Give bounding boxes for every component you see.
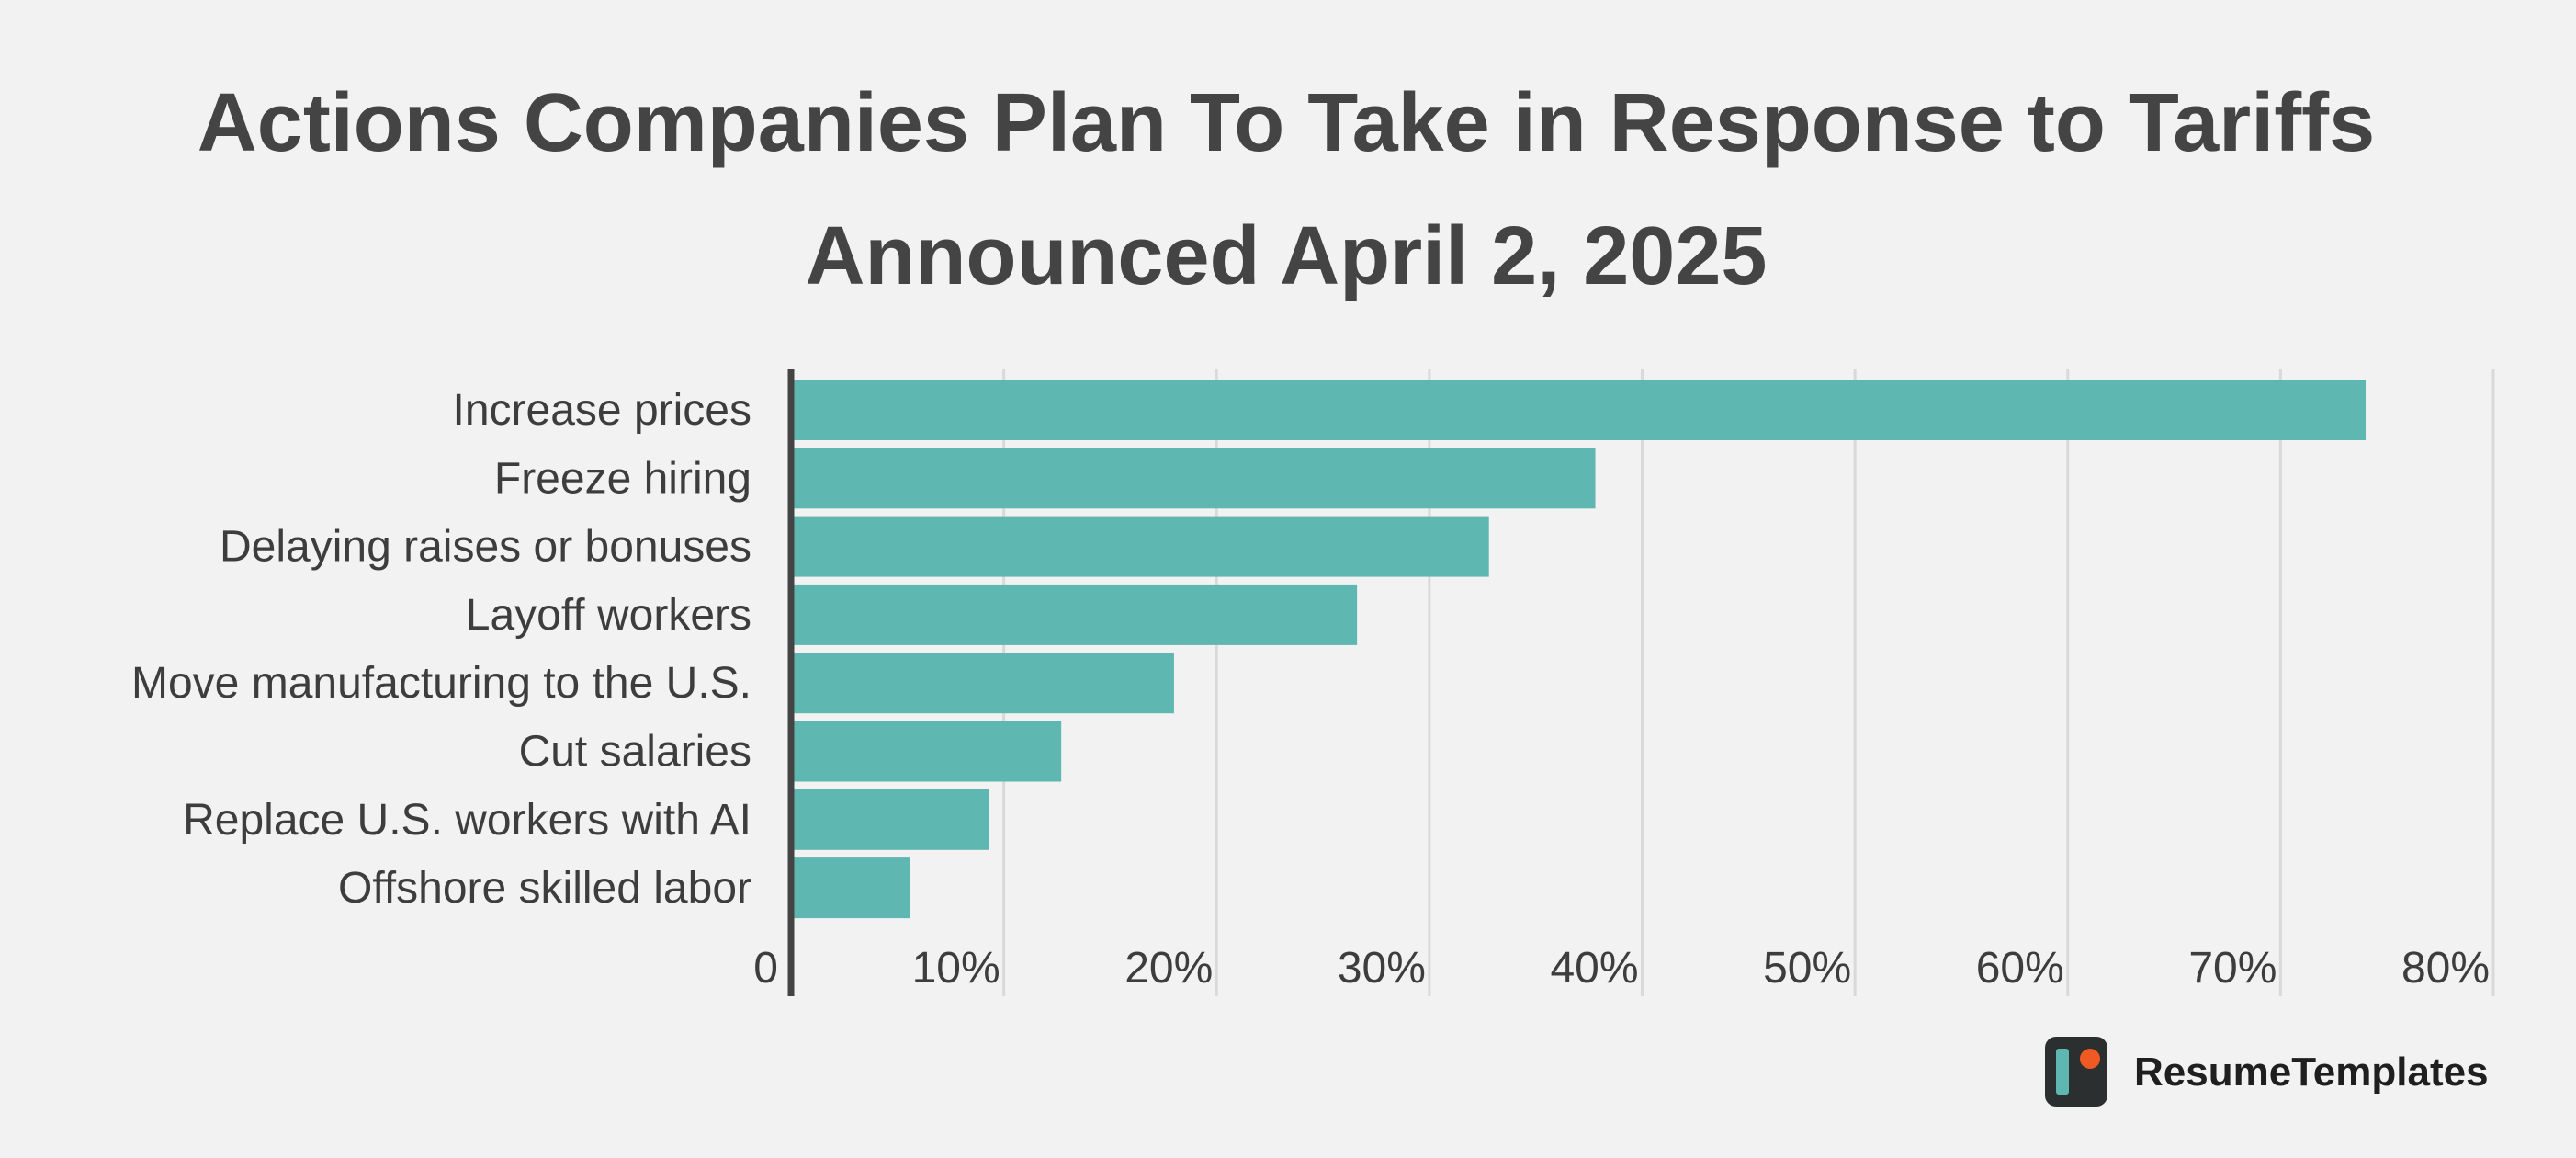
category-label: Increase prices: [453, 386, 751, 435]
chart-title-line-1: Actions Companies Plan To Take in Respon…: [198, 77, 2375, 169]
category-label: Layoff workers: [466, 591, 751, 640]
x-tick-label: 0: [753, 944, 778, 993]
bar: [791, 721, 1062, 782]
bar: [791, 653, 1174, 714]
bar: [791, 448, 1596, 509]
x-tick-label: 60%: [1976, 944, 2064, 993]
chart-title-line-2: Announced April 2, 2025: [806, 210, 1768, 302]
x-tick-label: 20%: [1124, 944, 1213, 993]
bar: [791, 857, 910, 919]
bar: [791, 789, 989, 850]
x-tick-label: 30%: [1338, 944, 1426, 993]
x-tick-label: 10%: [912, 944, 1000, 993]
x-tick-label: 70%: [2188, 944, 2277, 993]
resumetemplates-logo-icon: [2045, 1037, 2107, 1107]
x-tick-label: 50%: [1763, 944, 1851, 993]
bars: [791, 380, 2367, 919]
brand-name: ResumeTemplates: [2134, 1050, 2489, 1095]
category-label: Move manufacturing to the U.S.: [131, 659, 751, 708]
x-tick-label: 80%: [2401, 944, 2490, 993]
category-label: Delaying raises or bonuses: [220, 523, 751, 572]
brand: ResumeTemplates: [2045, 1037, 2489, 1107]
category-label: Offshore skilled labor: [338, 864, 751, 913]
bar: [791, 584, 1358, 645]
x-tick-label: 40%: [1550, 944, 1638, 993]
category-label: Freeze hiring: [494, 454, 751, 503]
x-tick-labels: 0 10% 20% 30% 40% 50% 60% 70% 80%: [753, 944, 2490, 993]
category-label: Replace U.S. workers with AI: [183, 796, 751, 845]
bar: [791, 516, 1489, 577]
bar: [791, 380, 2367, 440]
category-labels: Increase prices Freeze hiring Delaying rai…: [131, 386, 751, 913]
category-label: Cut salaries: [519, 728, 751, 777]
